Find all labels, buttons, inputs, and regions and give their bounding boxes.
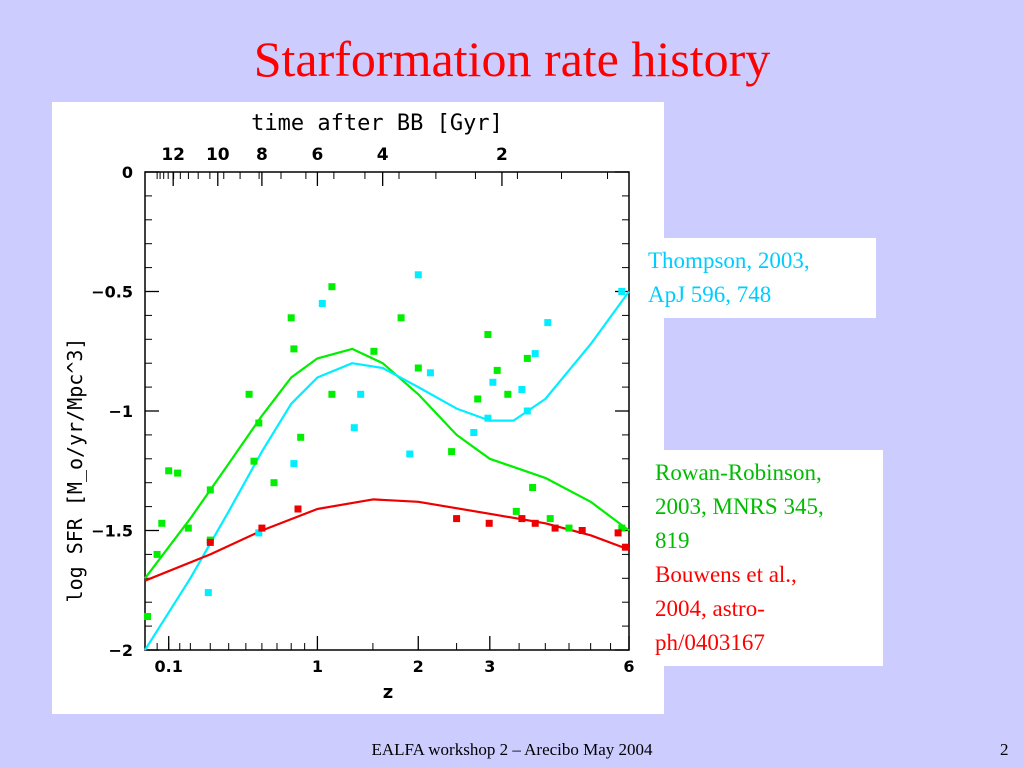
point-thompson <box>350 424 358 432</box>
point-rowan-robinson <box>250 457 258 465</box>
point-thompson <box>318 300 326 307</box>
point-thompson <box>518 386 526 393</box>
bouwens-label-1: Bouwens et al., <box>655 562 797 587</box>
point-bouwens <box>621 543 629 551</box>
slide-footer: EALFA workshop 2 – Arecibo May 2004 <box>371 740 653 759</box>
sfr-chart-panel: time after BB [Gyr] z log SFR [M_o/yr/Mp… <box>52 102 664 714</box>
thompson-label-1: Thompson, 2003, <box>648 248 810 273</box>
rowan-label-1: Rowan-Robinson, <box>655 460 822 485</box>
x-axis-label: z <box>383 682 393 703</box>
point-rowan-robinson <box>504 390 512 398</box>
point-thompson <box>406 450 414 458</box>
point-thompson <box>357 390 365 398</box>
point-rowan-robinson <box>493 366 501 374</box>
point-rowan-robinson <box>184 524 192 532</box>
y-axis-label: log SFR [M_o/yr/Mpc^3] <box>63 338 87 603</box>
point-rowan-robinson <box>255 419 263 427</box>
point-thompson <box>531 350 539 358</box>
x-tick-label: 1 <box>312 657 323 676</box>
point-bouwens <box>614 529 622 537</box>
point-rowan-robinson <box>290 345 298 353</box>
point-rowan-robinson <box>523 354 531 362</box>
plot-frame <box>144 171 630 651</box>
rowan-bouwens-legend: Rowan-Robinson, 2003, MNRS 345, 819 Bouw… <box>645 450 883 666</box>
point-bouwens <box>258 524 266 532</box>
point-thompson <box>489 378 497 386</box>
rowan-label-2: 2003, MNRS 345, <box>655 494 824 519</box>
curve-thompson <box>144 290 630 651</box>
point-rowan-robinson <box>158 519 166 527</box>
top-tick-label: 10 <box>206 145 230 165</box>
point-thompson <box>255 529 263 537</box>
bouwens-label-3: ph/0403167 <box>655 630 765 655</box>
point-thompson <box>290 460 298 468</box>
point-rowan-robinson <box>448 448 456 456</box>
top-axis-label: time after BB [Gyr] <box>251 111 503 136</box>
thompson-label-2: ApJ 596, 748 <box>648 282 772 307</box>
point-bouwens <box>531 519 539 527</box>
thompson-legend: Thompson, 2003, ApJ 596, 748 <box>638 238 876 318</box>
point-rowan-robinson <box>287 314 295 322</box>
point-thompson <box>204 589 212 597</box>
point-bouwens <box>294 505 302 513</box>
point-rowan-robinson <box>370 347 378 355</box>
page-number: 2 <box>1000 740 1009 759</box>
point-rowan-robinson <box>270 479 278 487</box>
point-rowan-robinson <box>297 433 305 441</box>
sfr-chart: time after BB [Gyr] z log SFR [M_o/yr/Mp… <box>63 111 635 703</box>
point-rowan-robinson <box>328 283 336 291</box>
y-tick-label: −2 <box>108 641 133 660</box>
point-bouwens <box>578 527 586 534</box>
point-bouwens <box>551 524 559 532</box>
point-bouwens <box>518 515 526 523</box>
point-rowan-robinson <box>474 395 482 403</box>
top-tick-label: 4 <box>377 145 389 165</box>
slide-title: Starformation rate history <box>253 31 771 87</box>
point-thompson <box>484 414 492 422</box>
point-bouwens <box>485 519 493 527</box>
point-thompson <box>544 319 552 327</box>
y-tick-label: −0.5 <box>91 283 133 302</box>
point-rowan-robinson <box>245 390 253 398</box>
x-tick-label: 0.1 <box>155 657 183 676</box>
bouwens-label-2: 2004, astro- <box>655 596 765 621</box>
point-rowan-robinson <box>328 390 336 398</box>
point-rowan-robinson <box>618 524 626 532</box>
point-rowan-robinson <box>153 550 161 558</box>
point-thompson <box>414 271 422 279</box>
top-tick-label: 8 <box>256 145 268 165</box>
point-rowan-robinson <box>144 613 151 620</box>
point-rowan-robinson <box>206 486 214 494</box>
point-rowan-robinson <box>165 467 173 475</box>
y-tick-label: −1.5 <box>91 522 133 541</box>
point-rowan-robinson <box>484 331 492 338</box>
point-bouwens <box>206 538 214 546</box>
point-rowan-robinson <box>174 469 182 477</box>
point-thompson <box>523 407 531 415</box>
point-rowan-robinson <box>529 484 537 491</box>
point-thompson <box>618 288 626 295</box>
x-tick-label: 3 <box>484 657 495 676</box>
x-tick-label: 2 <box>413 657 424 676</box>
point-bouwens <box>453 515 461 523</box>
model-curves <box>144 290 630 651</box>
point-rowan-robinson <box>512 507 520 515</box>
point-rowan-robinson <box>546 515 554 523</box>
point-thompson <box>426 369 434 377</box>
x-tick-label: 6 <box>623 657 634 676</box>
curve-rowan-robinson <box>144 347 630 579</box>
point-rowan-robinson <box>397 314 405 322</box>
curve-bouwens <box>144 498 630 582</box>
point-rowan-robinson <box>565 524 573 532</box>
axis-ticks: 0−0.5−1−1.5−20.1 1 2 3 612 10 8 6 4 2 <box>91 145 634 676</box>
y-tick-label: −1 <box>108 402 133 421</box>
y-tick-label: 0 <box>122 163 133 182</box>
top-tick-label: 2 <box>496 145 508 165</box>
point-rowan-robinson <box>414 364 422 372</box>
rowan-label-3: 819 <box>655 528 690 553</box>
point-thompson <box>470 429 478 436</box>
top-tick-label: 6 <box>311 145 323 165</box>
top-tick-label: 12 <box>161 145 185 165</box>
data-points <box>144 271 629 620</box>
